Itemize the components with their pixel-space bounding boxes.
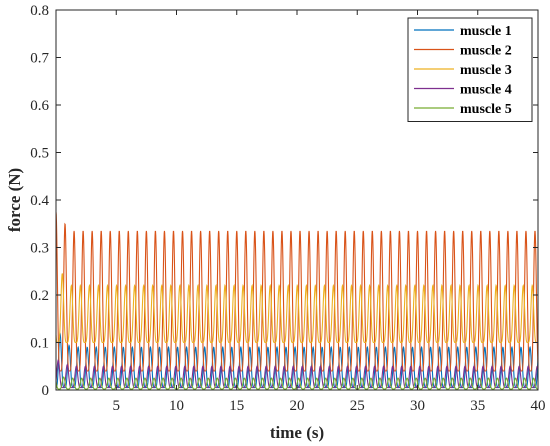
- y-tick-label: 0: [42, 383, 50, 399]
- legend-label: muscle 1: [460, 24, 512, 39]
- series-line-muscle-5: [55, 376, 538, 390]
- x-tick-label: 35: [470, 398, 485, 414]
- y-tick-label: 0.5: [30, 146, 49, 162]
- y-tick-label: 0.4: [30, 193, 49, 209]
- y-tick-label: 0.2: [30, 288, 49, 304]
- x-tick-label: 20: [290, 398, 305, 414]
- y-tick-label: 0.3: [30, 241, 49, 257]
- legend-label: muscle 4: [460, 83, 512, 98]
- x-tick-label: 10: [169, 398, 184, 414]
- y-tick-label: 0.6: [30, 98, 49, 114]
- legend-box: [407, 17, 533, 122]
- y-axis-label: force (N): [5, 168, 24, 232]
- series-line-muscle-2: [55, 211, 539, 372]
- y-tick-label: 0.8: [30, 3, 49, 19]
- plot-lines: [55, 211, 539, 390]
- x-tick-label: 25: [350, 398, 365, 414]
- series-line-muscle-3: [55, 273, 539, 344]
- legend: muscle 1 muscle 2 muscle 3 muscle 4 muscle 5: [407, 17, 533, 122]
- legend-label: muscle 5: [460, 102, 512, 117]
- x-axis-ticks: 5 10 15 20 25 30 35 40: [113, 10, 546, 414]
- x-tick-label: 5: [113, 398, 121, 414]
- x-tick-label: 40: [531, 398, 546, 414]
- y-axis-ticks: 0 0.1 0.2 0.3 0.4 0.5 0.6 0.7 0.8: [30, 3, 538, 399]
- x-tick-label: 15: [229, 398, 244, 414]
- x-tick-label: 30: [410, 398, 425, 414]
- y-tick-label: 0.1: [30, 336, 49, 352]
- legend-label: muscle 2: [460, 44, 512, 59]
- y-tick-label: 0.7: [30, 51, 49, 67]
- legend-label: muscle 3: [460, 63, 512, 78]
- x-axis-label: time (s): [270, 423, 324, 442]
